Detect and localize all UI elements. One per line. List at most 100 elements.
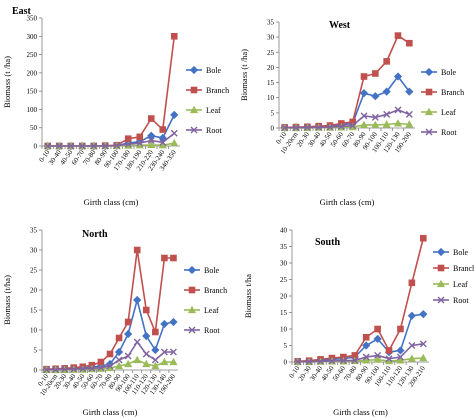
chart-title: North: [82, 229, 108, 240]
data-point-bole: [405, 87, 414, 96]
data-point-branch: [159, 126, 167, 133]
data-point-branch: [408, 279, 416, 287]
data-point-root: [328, 357, 336, 365]
data-point-root: [43, 366, 51, 374]
y-tick-label: 25: [30, 267, 38, 275]
data-point-leaf: [393, 119, 403, 127]
data-point-branch: [397, 325, 404, 333]
data-point-root: [136, 139, 144, 147]
legend-label: Leaf: [441, 108, 456, 117]
series-root: [43, 338, 177, 374]
y-tick-label: 10: [280, 326, 288, 334]
legend-label: Root: [453, 296, 469, 305]
y-tick-label: 15: [280, 309, 288, 317]
x-axis-label: Girth class (cm): [83, 407, 138, 417]
series-branch: [294, 234, 427, 365]
data-point-root: [360, 112, 368, 120]
legend: Bole Branch Leaf Root: [184, 265, 227, 335]
legend-marker: [436, 279, 446, 288]
data-point-root: [303, 123, 311, 131]
legend-label: Root: [441, 128, 457, 137]
y-tick-label: 35: [280, 243, 288, 251]
chart-title: East: [12, 6, 32, 17]
data-point-bole: [142, 331, 151, 341]
y-tick-label: 20: [30, 287, 38, 295]
series-bole: [293, 310, 428, 366]
data-point-bole: [114, 347, 124, 357]
series-line-branch: [297, 238, 425, 363]
legend-marker: [437, 264, 445, 272]
data-point-leaf: [396, 356, 405, 364]
data-point-root: [55, 142, 63, 150]
data-point-root: [101, 142, 109, 150]
data-point-leaf: [142, 359, 151, 368]
data-point-root: [394, 106, 402, 114]
y-axis-label: Biomass (t /ha): [2, 56, 12, 108]
y-tick-label: 30: [280, 260, 288, 268]
legend-label: Branch: [453, 264, 474, 273]
y-tick-label: 5: [284, 342, 288, 350]
data-point-leaf: [124, 359, 133, 368]
data-point-leaf: [158, 141, 167, 149]
chart-panel-east: East 0 50 100 150 200 250 300 350 0-10 30-40 40-50 6…: [0, 0, 237, 209]
data-point-root: [315, 123, 323, 131]
y-tick-label: 0: [284, 359, 288, 367]
series-line-branch: [47, 36, 176, 147]
data-point-leaf: [147, 140, 156, 149]
legend-label: Bole: [206, 66, 222, 75]
data-point-root: [113, 142, 121, 150]
legend-label: Branch: [204, 286, 227, 295]
x-axis-label: Girth class (cm): [320, 197, 375, 207]
y-tick-label: 300: [27, 33, 38, 41]
data-point-bole: [396, 346, 405, 355]
data-point-root: [281, 124, 289, 132]
data-point-branch: [147, 115, 155, 122]
legend-marker: [190, 86, 198, 94]
y-tick-label: 5: [271, 109, 275, 117]
data-point-root: [61, 365, 69, 373]
series-line-root: [284, 108, 410, 129]
chart-title: West: [329, 20, 351, 31]
data-point-leaf: [407, 354, 416, 362]
data-point-bole: [133, 295, 142, 305]
data-point-branch: [136, 133, 144, 141]
data-point-root: [337, 122, 345, 130]
series-line-root: [47, 132, 175, 147]
chart-svg-north: North051015202530350-1010-20cm20-3030-40…: [2, 227, 227, 418]
data-point-branch: [152, 328, 159, 336]
legend-marker: [188, 286, 196, 294]
y-tick-label: 0: [271, 125, 275, 133]
legend-label: Leaf: [204, 306, 219, 315]
legend-label: Bole: [453, 248, 469, 257]
data-point-branch: [385, 347, 393, 354]
data-point-leaf: [373, 355, 382, 363]
data-point-root: [170, 129, 178, 137]
data-point-root: [339, 357, 347, 365]
y-tick-label: 15: [267, 79, 275, 87]
legend-label: Branch: [441, 88, 464, 97]
legend-label: Branch: [206, 86, 229, 95]
data-point-branch: [170, 32, 178, 40]
data-point-branch: [133, 246, 141, 254]
y-tick-label: 0: [34, 367, 38, 375]
legend-label: Bole: [441, 68, 457, 77]
x-axis-label: Girth class (cm): [333, 407, 388, 417]
series-root: [281, 106, 413, 132]
y-tick-label: 350: [27, 15, 38, 23]
legend-marker: [188, 326, 196, 334]
series-branch: [281, 32, 413, 131]
y-axis-label: Biomass (t/ha): [2, 275, 12, 325]
y-tick-label: 20: [267, 64, 275, 72]
data-point-leaf: [151, 361, 160, 370]
series-line-bole: [284, 75, 410, 129]
legend-label: Root: [206, 126, 222, 135]
legend-marker: [424, 107, 434, 116]
legend-marker: [189, 65, 199, 75]
y-tick-label: 0: [34, 143, 38, 151]
y-tick-label: 150: [27, 88, 38, 96]
data-point-bole: [170, 110, 179, 120]
data-point-root: [362, 353, 370, 361]
series-line-bole: [297, 313, 424, 363]
data-point-root: [52, 366, 60, 374]
data-point-root: [106, 362, 114, 370]
